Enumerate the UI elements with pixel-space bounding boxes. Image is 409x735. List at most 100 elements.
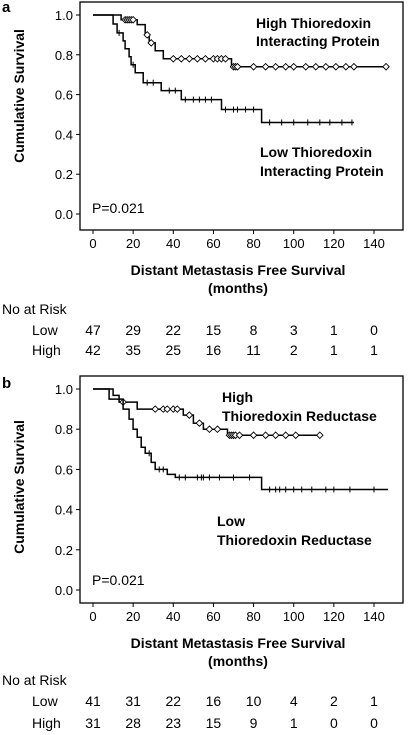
series-label-low-line1: Low Thioredoxin	[260, 144, 372, 160]
risk-count: 8	[250, 322, 258, 338]
risk-count: 1	[370, 693, 378, 709]
y-tick-label: 0.6	[55, 462, 73, 477]
risk-count: 41	[85, 693, 101, 709]
censor-marker-diamond	[315, 431, 324, 440]
x-tick-label: 40	[166, 609, 180, 624]
y-tick-label: 0.0	[55, 207, 73, 222]
risk-table-values: 41 31 22 16 10 4 2 131 28 23 15 9 1 0 0	[85, 693, 378, 731]
risk-count: 1	[290, 715, 298, 731]
censor-marker-diamond	[301, 62, 310, 71]
censor-marker-diamond	[261, 62, 270, 71]
risk-row-label-high: High	[32, 342, 61, 358]
risk-count: 22	[165, 322, 181, 338]
series-label-low-line1: Low	[217, 513, 245, 529]
x-axis: 0 20 40 60 80 100 120 140	[89, 230, 385, 251]
risk-count: 9	[250, 715, 258, 731]
y-axis-title: Cumulative Survival	[11, 420, 27, 554]
risk-row-label-high: High	[32, 715, 61, 731]
risk-count: 31	[125, 693, 141, 709]
censor-marker-diamond	[281, 431, 290, 440]
censor-marker-diamond	[163, 405, 172, 413]
censor-marker-diamond	[201, 54, 210, 63]
risk-count: 2	[290, 342, 298, 358]
risk-count: 35	[125, 342, 141, 358]
x-tick-label: 0	[89, 236, 96, 251]
plot-frame	[79, 375, 404, 604]
censor-marker-diamond	[271, 431, 280, 440]
censor-marker-diamond	[281, 62, 290, 71]
y-tick-label: 1.0	[55, 8, 73, 23]
x-tick-label: 120	[323, 236, 345, 251]
censor-marker-diamond	[177, 54, 186, 63]
y-tick-label: 0.2	[55, 167, 73, 182]
risk-row-label-low: Low	[32, 322, 59, 338]
censor-marker-diamond	[185, 411, 194, 419]
x-axis-title-line1: Distant Metastasis Free Survival	[131, 262, 346, 278]
risk-count: 10	[246, 693, 262, 709]
risk-count: 25	[165, 342, 181, 358]
censor-marker-diamond	[193, 54, 202, 63]
risk-count: 0	[370, 715, 378, 731]
x-tick-label: 100	[283, 609, 305, 624]
censor-marker-diamond	[143, 31, 152, 39]
y-tick-label: 0.4	[55, 127, 73, 142]
y-axis-title: Cumulative Survival	[11, 29, 27, 163]
x-tick-label: 140	[363, 609, 385, 624]
risk-count: 0	[330, 715, 338, 731]
x-tick-label: 20	[126, 609, 140, 624]
risk-count: 42	[85, 342, 101, 358]
censor-marker-diamond	[195, 419, 204, 428]
risk-count: 11	[246, 342, 261, 358]
censor-marker-diamond	[261, 431, 270, 440]
x-tick-label: 20	[126, 236, 140, 251]
risk-count: 1	[330, 322, 338, 338]
series-label-high-line1: High Thioredoxin	[256, 15, 371, 31]
series-label-low-line2: Interacting Protein	[260, 163, 384, 179]
risk-count: 16	[206, 342, 222, 358]
x-tick-label: 0	[89, 609, 96, 624]
x-tick-label: 60	[206, 609, 220, 624]
survival-curves	[93, 14, 390, 126]
censor-marker-diamond	[173, 405, 182, 413]
series-label-high-line1: High	[222, 389, 253, 405]
risk-count: 16	[206, 693, 222, 709]
risk-count: 31	[85, 715, 101, 731]
censor-marker-diamond	[213, 425, 222, 434]
censor-marker-diamond	[321, 62, 330, 71]
censor-marker-diamond	[311, 62, 320, 71]
risk-count: 0	[370, 322, 378, 338]
x-axis-title-line1: Distant Metastasis Free Survival	[131, 635, 346, 651]
x-tick-label: 80	[246, 236, 260, 251]
panel-a: a Cumulative Survival 0.0 0.2 0.4 0.6 0.8 1.0…	[2, 0, 404, 358]
series-label-high-line2: Interacting Protein	[256, 33, 380, 49]
plot-frame	[79, 1, 404, 231]
censor-marker-diamond	[221, 54, 230, 63]
x-axis-title-line2: (months)	[208, 280, 268, 296]
series-label-high-line2: Thioredoxin Reductase	[222, 408, 377, 424]
risk-count: 1	[370, 342, 378, 358]
y-axis: 0.0 0.2 0.4 0.6 0.8 1.0	[55, 382, 80, 598]
risk-count: 1	[330, 342, 338, 358]
censor-marker-diamond	[332, 62, 340, 71]
risk-count: 4	[290, 693, 298, 709]
x-tick-label: 140	[363, 236, 385, 251]
censor-marker-diamond	[151, 405, 160, 413]
x-tick-label: 40	[166, 236, 180, 251]
censor-marker-diamond	[169, 54, 178, 63]
censor-marker-diamond	[382, 62, 390, 71]
censor-marker-diamond	[235, 431, 244, 440]
x-axis-title-line2: (months)	[208, 653, 268, 669]
y-axis: 0.0 0.2 0.4 0.6 0.8 1.0	[55, 8, 80, 222]
risk-count: 15	[206, 322, 222, 338]
y-tick-label: 0.6	[55, 88, 73, 103]
risk-count: 3	[290, 322, 298, 338]
risk-table-header: No at Risk	[2, 301, 68, 317]
risk-count: 28	[125, 715, 141, 731]
censor-marker-diamond	[185, 54, 194, 63]
series-label-low-line2: Thioredoxin Reductase	[217, 532, 372, 548]
censor-marker-diamond	[342, 62, 350, 71]
risk-count: 15	[206, 715, 222, 731]
risk-count: 47	[85, 322, 101, 338]
risk-count: 22	[165, 693, 181, 709]
